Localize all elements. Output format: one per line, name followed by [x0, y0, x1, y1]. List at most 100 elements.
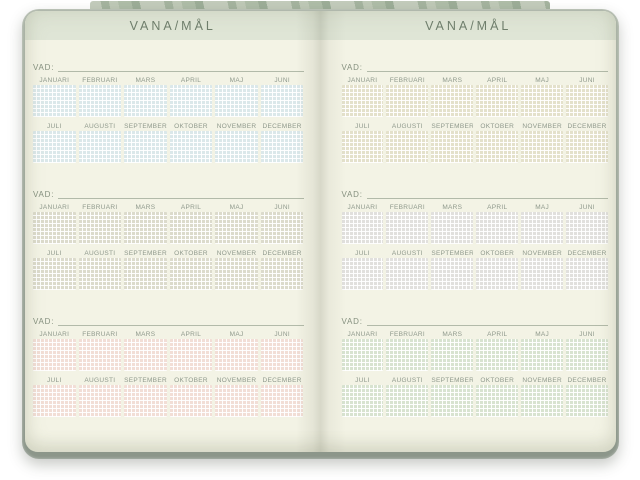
month-label: APRIL [487, 331, 508, 338]
habit-section-1: VAD: JANUARI FEBRUARI MARS APRIL MAJ JUNI JULI A… [33, 60, 304, 163]
vad-row: VAD: [342, 60, 608, 72]
page-title: VANA/MÅL [425, 18, 512, 33]
month-label: AUGUSTI [391, 250, 423, 257]
month-label: JULI [47, 123, 62, 130]
month-label: JULI [355, 377, 370, 384]
month-label: FEBRUARI [82, 331, 118, 338]
months-row: JANUARI FEBRUARI MARS APRIL MAJ JUNI [33, 329, 304, 338]
habit-grid-block [341, 258, 384, 290]
habit-grid-block [386, 212, 429, 244]
page-content: VAD: JANUARI FEBRUARI MARS APRIL MAJ JUNI JULI A… [321, 40, 617, 452]
month-label: SEPTEMBER [431, 250, 474, 257]
habit-grid-block [341, 339, 384, 371]
month-label: NOVEMBER [522, 123, 562, 130]
vad-row: VAD: [33, 60, 304, 72]
grids-row [33, 258, 304, 290]
habit-grid-block [566, 339, 609, 371]
month-label: OKTOBER [174, 377, 208, 384]
month-label: APRIL [180, 331, 202, 338]
habit-grid-block [260, 212, 304, 244]
habit-grid-block [124, 385, 167, 417]
habit-grid-block [431, 212, 474, 244]
month-label: MARS [135, 77, 156, 84]
habit-grid-block [476, 258, 519, 290]
habit-grid-block [341, 131, 384, 163]
habit-grid-block [341, 212, 384, 244]
grids-row [341, 258, 609, 290]
months-row: JANUARI FEBRUARI MARS APRIL MAJ JUNI [342, 202, 609, 211]
grids-row [33, 212, 304, 244]
month-label: JANUARI [347, 204, 378, 211]
month-label: JANUARI [39, 204, 70, 211]
month-label: JUNI [579, 331, 595, 338]
month-label: OKTOBER [174, 250, 208, 257]
grids-row [33, 385, 304, 417]
habit-grid-block [566, 258, 609, 290]
month-label: OKTOBER [480, 377, 515, 384]
month-label: DECEMBER [567, 377, 607, 384]
months-row: JULI AUGUSTI SEPTEMBER OKTOBER NOVEMBER DECEM… [342, 375, 609, 384]
habit-grid-block [124, 258, 167, 290]
habit-grid-block [476, 212, 519, 244]
month-label: JANUARI [39, 331, 70, 338]
month-label: MARS [135, 204, 156, 211]
habit-grid-block [215, 258, 258, 290]
month-label: FEBRUARI [82, 204, 118, 211]
vad-writing-line [366, 62, 608, 72]
month-label: DECEMBER [262, 123, 302, 130]
month-label: DECEMBER [262, 377, 302, 384]
month-label: MAJ [535, 331, 550, 338]
vad-label: VAD: [33, 317, 55, 326]
habit-grid-block [215, 339, 258, 371]
habit-grid-block [33, 85, 76, 117]
habit-grid-block [521, 258, 564, 290]
month-label: NOVEMBER [216, 377, 257, 384]
month-label: SEPTEMBER [124, 377, 167, 384]
page-header-band: VANA/MÅL [320, 11, 616, 40]
month-label: NOVEMBER [522, 377, 562, 384]
month-label: JANUARI [347, 77, 378, 84]
grids-row [341, 85, 609, 117]
month-label: DECEMBER [262, 250, 302, 257]
month-label: DECEMBER [567, 123, 607, 130]
habit-grid-block [169, 212, 213, 244]
habit-grid-block [78, 131, 122, 163]
habit-grid-block [476, 385, 519, 417]
habit-grid-block [78, 85, 122, 117]
habit-grid-block [566, 85, 609, 117]
month-label: MARS [442, 331, 463, 338]
habit-grid-block [169, 385, 213, 417]
page-header-band: VANA/MÅL [25, 11, 321, 40]
month-label: AUGUSTI [391, 377, 423, 384]
month-label: AUGUSTI [84, 123, 116, 130]
habit-grid-block [169, 258, 213, 290]
month-label: APRIL [487, 204, 508, 211]
habit-section-3: VAD: JANUARI FEBRUARI MARS APRIL MAJ JUNI JULI A… [341, 314, 609, 417]
habit-grid-block [260, 131, 304, 163]
vad-row: VAD: [33, 314, 304, 326]
months-row: JANUARI FEBRUARI MARS APRIL MAJ JUNI [33, 202, 304, 211]
habit-grid-block [33, 258, 76, 290]
habit-grid-block [431, 85, 474, 117]
page-left: VANA/MÅL VAD: JANUARI FEBRUARI MARS APRIL MAJ J… [25, 11, 321, 452]
month-label: SEPTEMBER [124, 123, 167, 130]
habit-grid-block [386, 339, 429, 371]
month-label: NOVEMBER [216, 123, 257, 130]
grids-row [341, 131, 609, 163]
habit-grid-block [566, 212, 609, 244]
habit-grid-block [521, 212, 564, 244]
habit-grid-block [215, 131, 258, 163]
month-label: MAJ [229, 77, 244, 84]
month-label: MARS [135, 331, 156, 338]
habit-section-1: VAD: JANUARI FEBRUARI MARS APRIL MAJ JUNI JULI A… [341, 60, 609, 163]
month-label: SEPTEMBER [124, 250, 167, 257]
habit-grid-block [33, 131, 76, 163]
month-label: NOVEMBER [522, 250, 562, 257]
habit-section-2: VAD: JANUARI FEBRUARI MARS APRIL MAJ JUNI JULI A… [33, 187, 304, 290]
month-label: JULI [47, 377, 62, 384]
habit-grid-block [476, 85, 519, 117]
month-label: AUGUSTI [84, 377, 116, 384]
vad-row: VAD: [33, 187, 304, 199]
habit-grid-block [260, 85, 304, 117]
